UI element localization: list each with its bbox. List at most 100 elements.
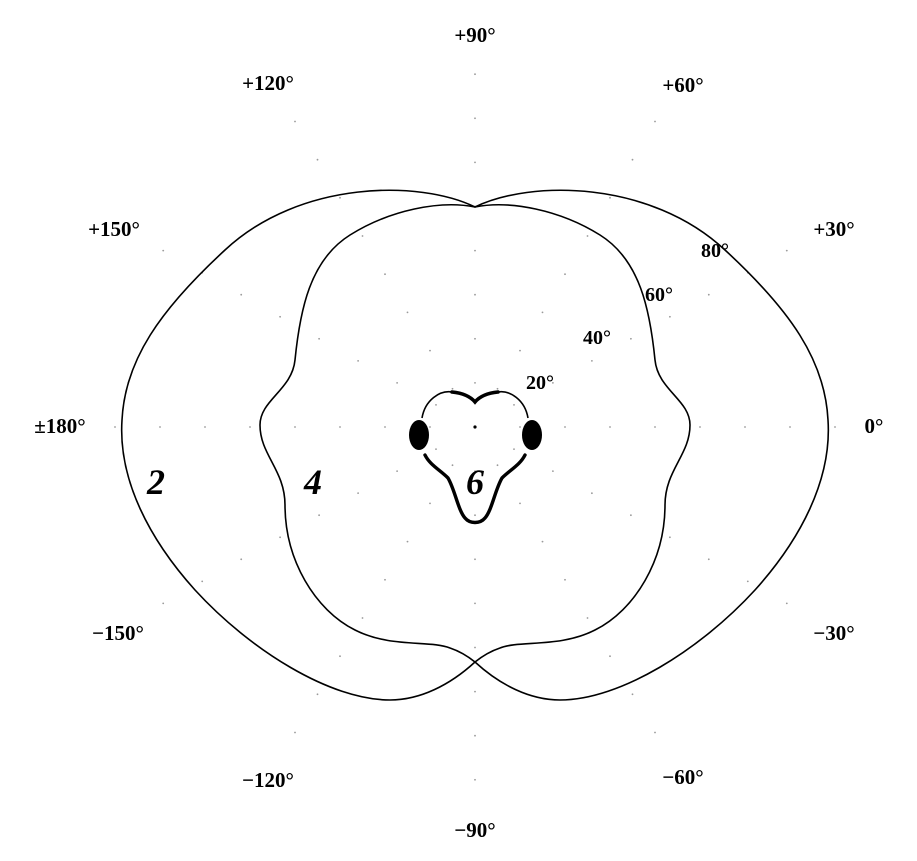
grid-dot <box>451 387 454 390</box>
grid-dot <box>357 492 359 494</box>
grid-dot <box>159 426 161 428</box>
azimuth-label-minus-60: −60° <box>662 765 703 789</box>
grid-dot <box>552 382 554 384</box>
curve-label-6: 6 <box>466 462 484 502</box>
grid-dot <box>474 293 476 296</box>
curve-6-outline <box>421 391 529 419</box>
azimuth-label-plus-150: +150° <box>88 217 140 241</box>
grid-dot <box>294 120 296 123</box>
grid-dot <box>474 778 476 781</box>
azimuth-label-plus-30: +30° <box>813 217 854 241</box>
grid-dot <box>429 502 431 505</box>
grid-dot <box>496 387 499 390</box>
grid-dot <box>707 293 710 296</box>
grid-dot <box>474 73 476 76</box>
grid-dot <box>513 404 515 406</box>
grid-dot <box>519 502 521 505</box>
grid-dot <box>513 448 515 450</box>
curve-6-bottom <box>423 453 527 525</box>
grid-dot <box>519 349 521 352</box>
grid-dot <box>429 349 431 352</box>
grid-dot <box>406 311 409 314</box>
grid-dot <box>474 602 476 605</box>
grid-dot <box>361 235 364 237</box>
grid-dot <box>435 448 437 450</box>
curve-6-top <box>450 390 500 405</box>
elevation-label-40: 40° <box>583 327 611 349</box>
grid-dot <box>249 426 251 428</box>
curve-2 <box>120 189 830 701</box>
grid-dot <box>396 470 398 472</box>
azimuth-label-minus-90: −90° <box>454 818 495 842</box>
grid-dot <box>496 464 499 467</box>
grid-dot <box>474 117 476 120</box>
grid-dot <box>406 540 409 543</box>
grid-dot <box>519 426 521 428</box>
grid-dot <box>631 158 634 161</box>
grid-dot <box>654 731 656 734</box>
grid-dot <box>339 655 341 658</box>
right-ear-icon <box>522 420 542 450</box>
grid-dot <box>591 492 593 495</box>
grid-dot <box>474 249 476 252</box>
left-ear-icon <box>409 420 429 450</box>
grid-dot <box>564 426 566 428</box>
grid-dot <box>474 514 476 517</box>
grid-dot <box>384 578 386 581</box>
grid-dot <box>609 196 611 199</box>
grid-dot <box>654 426 656 428</box>
grid-dot <box>316 693 319 696</box>
grid-dot <box>294 426 296 428</box>
grid-dot <box>474 690 476 693</box>
grid-dot <box>279 315 281 318</box>
grid-dot <box>474 646 476 649</box>
elevation-label-60: 60° <box>645 284 673 306</box>
grid-dot <box>474 337 476 340</box>
grid-dot <box>204 426 206 428</box>
grid-dot <box>384 273 386 276</box>
grid-dot <box>318 337 320 340</box>
grid-dot <box>361 617 364 619</box>
grid-dot <box>586 617 589 619</box>
azimuth-label-plus-120: +120° <box>242 71 294 95</box>
grid-dot <box>474 382 476 384</box>
grid-dot <box>339 196 341 199</box>
grid-dot <box>396 382 398 384</box>
azimuth-label-minus-120: −120° <box>242 768 294 792</box>
azimuth-label-plus-60: +60° <box>662 73 703 97</box>
grid-dot <box>201 580 204 583</box>
curve-label-2: 2 <box>146 462 165 502</box>
grid-dot <box>552 470 554 472</box>
grid-dot <box>564 578 566 581</box>
grid-dot <box>746 580 749 583</box>
grid-dot <box>785 602 788 605</box>
grid-dot <box>707 558 710 561</box>
grid-dot <box>474 161 476 164</box>
grid-dot <box>699 426 701 428</box>
grid-dot <box>654 120 656 123</box>
grid-dot <box>318 514 320 517</box>
grid-dot <box>630 514 632 517</box>
azimuth-label-180: ±180° <box>34 414 85 438</box>
grid-dot <box>240 558 243 561</box>
grid-dot <box>435 404 437 406</box>
curve-4 <box>259 204 691 664</box>
grid-dot <box>789 426 791 428</box>
grid-dot <box>541 540 544 543</box>
grid-dot <box>357 360 359 362</box>
grid-dot <box>114 426 116 428</box>
grid-dot <box>834 426 836 428</box>
center-point <box>473 425 477 429</box>
azimuth-label-0: 0° <box>865 414 884 438</box>
grid-dot <box>162 602 165 605</box>
grid-dot <box>384 426 386 428</box>
grid-dot <box>316 158 319 161</box>
grid-dot <box>294 731 296 734</box>
grid-dot <box>474 734 476 737</box>
grid-dot <box>541 311 544 314</box>
grid-dot <box>279 536 281 539</box>
grid-dot <box>586 235 589 237</box>
grid-dot <box>474 558 476 561</box>
azimuth-label-plus-90: +90° <box>454 23 495 47</box>
elevation-label-20: 20° <box>526 372 554 394</box>
